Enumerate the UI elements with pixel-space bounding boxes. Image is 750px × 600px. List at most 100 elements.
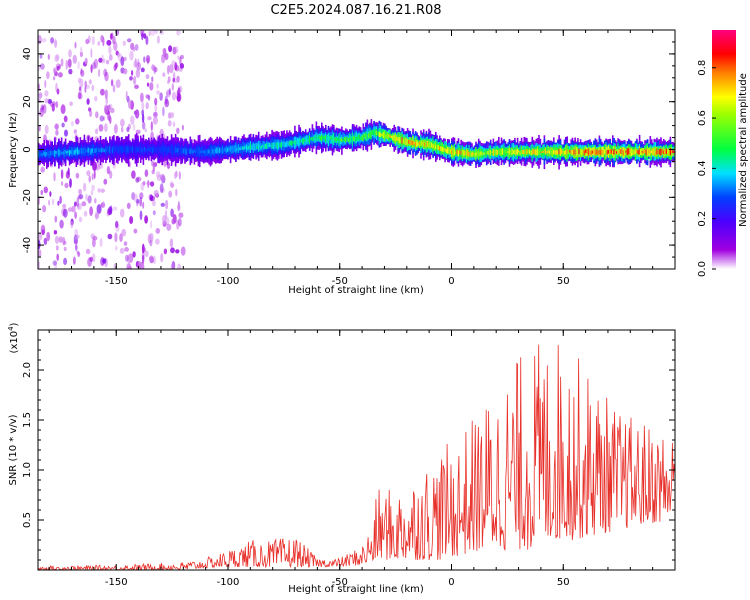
heatmap-noise-cell <box>78 216 83 223</box>
heatmap-noise-cell <box>164 53 169 61</box>
heatmap-cell <box>424 142 426 147</box>
heatmap-cell <box>563 150 566 155</box>
heatmap-noise-cell <box>53 68 57 74</box>
heatmap-cell <box>491 151 493 153</box>
heatmap-cell <box>498 149 500 155</box>
heatmap-cell <box>174 147 177 153</box>
heatmap-noise-cell <box>78 194 84 200</box>
heatmap-cell <box>55 151 57 157</box>
heatmap-cell <box>453 148 456 156</box>
heatmap-noise-cell <box>169 181 174 187</box>
colorbar-tick-label: 0.4 <box>697 160 708 176</box>
heatmap-noise-cell <box>163 248 168 255</box>
heatmap-cell <box>620 149 622 154</box>
heatmap-noise-cell <box>155 238 160 245</box>
heatmap-cell <box>252 143 255 150</box>
heatmap-noise-cell <box>121 126 124 133</box>
heatmap-cell <box>459 150 461 154</box>
heatmap-cell <box>587 148 590 156</box>
heatmap-noise-cell <box>152 210 156 216</box>
colorbar-gradient <box>712 30 736 269</box>
x-tick-label: 50 <box>557 577 570 588</box>
heatmap-cell <box>414 141 417 147</box>
heatmap-cell <box>319 136 322 141</box>
snr-series-line <box>38 344 675 570</box>
heatmap-cell <box>471 152 473 157</box>
heatmap-noise-cell <box>162 72 166 77</box>
heatmap-noise-cell <box>141 113 145 123</box>
heatmap-cell <box>64 150 67 155</box>
heatmap-cell <box>455 151 457 154</box>
heatmap-cell <box>481 152 484 156</box>
heatmap-cell <box>496 150 499 155</box>
heatmap-noise-cell <box>42 205 47 213</box>
heatmap-noise-cell <box>123 241 128 246</box>
heatmap-noise-cell <box>89 206 93 217</box>
heatmap-cell <box>661 149 664 154</box>
heatmap-noise-cell <box>116 52 121 58</box>
heatmap-cell <box>154 147 157 151</box>
heatmap-cell <box>109 146 111 154</box>
heatmap-cell <box>577 149 579 156</box>
heatmap-noise-cell <box>91 84 95 92</box>
heatmap-noise-cell <box>139 210 143 221</box>
heatmap-cell <box>299 139 302 144</box>
heatmap-cell <box>388 134 390 138</box>
heatmap-cell <box>547 150 550 154</box>
heatmap-cell <box>448 149 450 154</box>
heatmap-cell <box>589 151 591 155</box>
heatmap-cell <box>602 150 605 153</box>
heatmap-cell <box>342 138 344 143</box>
heatmap-cell <box>550 148 552 155</box>
heatmap-cell <box>668 150 670 154</box>
heatmap-cell <box>172 148 174 152</box>
x-tick-label: 0 <box>448 577 454 588</box>
heatmap-noise-cell <box>175 249 180 254</box>
heatmap-cell <box>444 148 446 152</box>
heatmap-cell <box>507 150 509 153</box>
heatmap-cell <box>432 143 434 149</box>
heatmap-noise-cell <box>61 181 64 186</box>
heatmap-noise-cell <box>123 56 127 62</box>
heatmap-cell <box>271 142 273 149</box>
heatmap-cell <box>229 145 232 153</box>
heatmap-cell <box>231 146 233 151</box>
heatmap-cell <box>228 147 230 151</box>
heatmap-cell <box>515 149 517 156</box>
heatmap-cell <box>127 146 130 154</box>
heatmap-noise-cell <box>142 121 146 130</box>
heatmap-cell <box>658 149 661 155</box>
y-tick-label: -20 <box>22 189 33 205</box>
heatmap-noise-cell <box>73 256 76 265</box>
heatmap-noise-cell <box>57 72 63 78</box>
heatmap-cell <box>107 148 110 153</box>
heatmap-cell <box>278 141 280 149</box>
heatmap-cell <box>626 148 629 156</box>
heatmap-noise-cell <box>40 104 44 112</box>
heatmap-cell <box>514 149 516 155</box>
heatmap-noise-cell <box>108 206 113 216</box>
heatmap-cell <box>141 148 143 153</box>
heatmap-cell <box>197 148 200 154</box>
heatmap-cell <box>93 149 95 153</box>
heatmap-cell <box>237 146 240 151</box>
heatmap-cell <box>86 149 88 153</box>
heatmap-noise-cell <box>151 64 155 71</box>
heatmap-noise-cell <box>177 263 182 269</box>
heatmap-noise-cell <box>95 210 98 221</box>
heatmap-cell <box>612 150 614 156</box>
heatmap-cell <box>59 150 62 156</box>
heatmap-noise-cell <box>115 79 121 88</box>
heatmap-cell <box>345 137 347 143</box>
heatmap-cell <box>660 148 662 156</box>
heatmap-noise-cell <box>60 169 64 180</box>
spectrogram-ylabel: Frequency (Hz) <box>8 112 19 188</box>
heatmap-cell <box>499 148 501 155</box>
heatmap-cell <box>323 136 326 139</box>
heatmap-noise-cell <box>53 230 58 235</box>
heatmap-cell <box>322 135 324 140</box>
heatmap-cell <box>55 151 57 154</box>
heatmap-cell <box>126 146 129 153</box>
heatmap-cell <box>113 145 115 152</box>
heatmap-noise-cell <box>57 200 60 206</box>
